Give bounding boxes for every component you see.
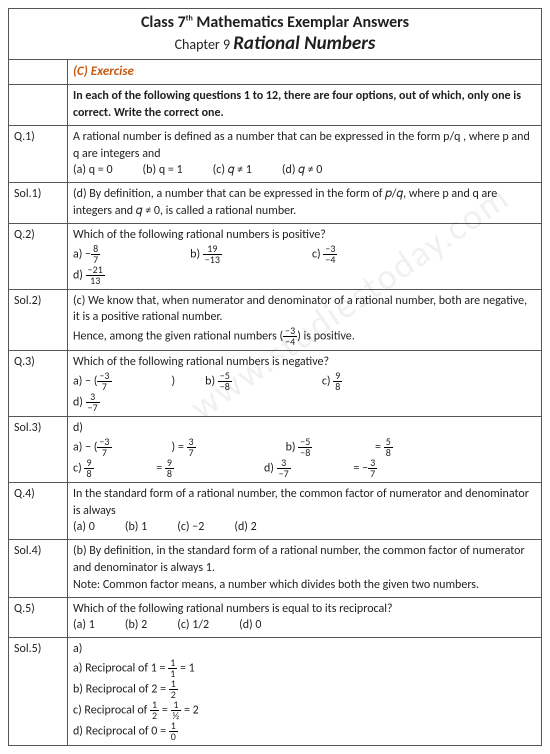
row-body: Which of the following rational numbers … (68, 597, 542, 638)
page-header: Class 7th Mathematics Exemplar Answers C… (8, 8, 542, 59)
qa-table: (C) Exercise In each of the following qu… (8, 59, 542, 746)
row-body: a)a) Reciprocal of 1 = 11 = 1b) Reciproc… (68, 638, 542, 746)
empty-cell (9, 85, 68, 126)
row-body: (d) By definition, a number that can be … (68, 183, 542, 224)
section-cell: (C) Exercise (68, 60, 542, 85)
row-label: Sol.3) (9, 416, 68, 482)
row-body: (b) By definition, in the standard form … (68, 540, 542, 597)
row-body: A rational number is defined as a number… (68, 125, 542, 182)
row-label: Sol.4) (9, 540, 68, 597)
row-body: Which of the following rational numbers … (68, 223, 542, 289)
sup: th (186, 14, 193, 24)
row-label: Sol.2) (9, 289, 68, 351)
row-label: Q.2) (9, 223, 68, 289)
row-label: Q.3) (9, 351, 68, 417)
row-label: Q.4) (9, 482, 68, 539)
chapter-num: Chapter 9 (175, 36, 234, 53)
title-rest: Mathematics Exemplar Answers (193, 13, 409, 32)
row-label: Q.1) (9, 125, 68, 182)
row-label: Q.5) (9, 597, 68, 638)
empty-cell (9, 60, 68, 85)
class-text: Class 7 (141, 13, 186, 32)
row-body: d)a) − (−37) = 37b) −5−8 = 58c) 98 = 98d… (68, 416, 542, 482)
section-label: (C) Exercise (73, 64, 134, 79)
title-line-1: Class 7th Mathematics Exemplar Answers (9, 13, 541, 32)
title-line-2: Chapter 9 Rational Numbers (9, 32, 541, 55)
row-label: Sol.5) (9, 638, 68, 746)
row-body: Which of the following rational numbers … (68, 351, 542, 417)
row-body: (c) We know that, when numerator and den… (68, 289, 542, 351)
row-label: Sol.1) (9, 183, 68, 224)
row-body: In the standard form of a rational numbe… (68, 482, 542, 539)
intro-cell: In each of the following questions 1 to … (68, 85, 542, 126)
chapter-topic: Rational Numbers (233, 32, 375, 55)
